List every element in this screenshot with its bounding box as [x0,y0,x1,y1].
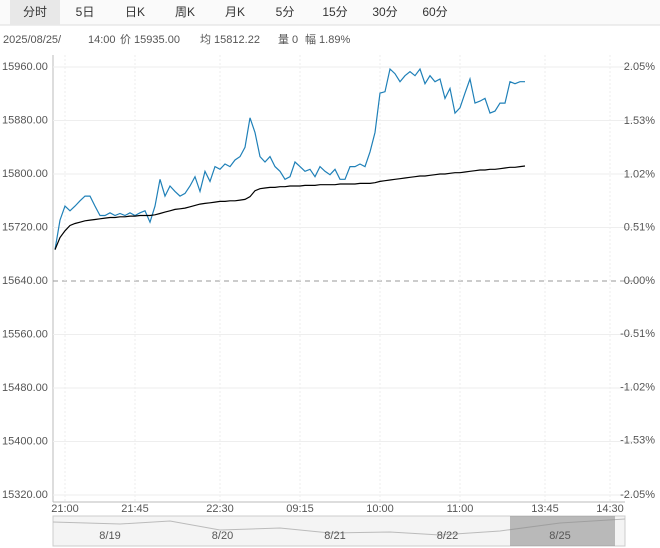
y-tick-label: 15880.00 [2,114,48,126]
tab[interactable]: 月K [225,5,245,19]
tab[interactable]: 5日 [76,5,95,19]
x-tick-label: 14:30 [596,503,624,515]
y-tick-label: 15800.00 [2,168,48,180]
y2-tick-label: 1.53% [624,115,655,127]
y2-tick-label: 0.51% [624,222,655,234]
navigator-label: 8/20 [212,530,233,542]
y2-tick-label: -0.51% [620,328,655,340]
y2-tick-label: 1.02% [624,168,655,180]
tab[interactable]: 5分 [276,5,295,19]
y2-tick-label: -2.05% [620,489,655,501]
navigator-label: 8/19 [99,530,120,542]
y2-tick-label: 0.00% [624,275,655,287]
y2-tick-label: 2.05% [624,61,655,73]
x-tick-label: 21:00 [51,503,79,515]
y-tick-label: 15640.00 [2,275,48,287]
tab-bar [0,0,660,25]
info-text: 14:00 [88,34,116,46]
info-text: 价 15935.00 [120,33,180,46]
tab[interactable]: 15分 [322,5,347,19]
y-tick-label: 15480.00 [2,382,48,394]
info-text: 幅 1.89% [305,33,350,46]
info-text: 均 15812.22 [200,33,260,46]
y-tick-label: 15320.00 [2,489,48,501]
navigator-window[interactable] [510,516,615,546]
x-tick-label: 10:00 [366,503,394,515]
y-tick-label: 15560.00 [2,328,48,340]
info-text: 2025/08/25/ [3,34,62,46]
tab[interactable]: 60分 [422,5,447,19]
y2-tick-label: -1.02% [620,381,655,393]
tab[interactable]: 周K [175,5,195,19]
y-tick-label: 15400.00 [2,435,48,447]
navigator-label: 8/21 [324,530,345,542]
tab-selected[interactable] [10,0,60,25]
navigator-label: 8/25 [549,530,570,542]
navigator-label: 8/22 [437,530,458,542]
series-line [54,67,525,250]
x-tick-label: 21:45 [121,503,149,515]
tab[interactable]: 分时 [23,5,47,19]
x-tick-label: 09:15 [286,503,314,515]
info-text: 量 0 [278,33,298,46]
x-tick-label: 22:30 [206,503,234,515]
y-tick-label: 15960.00 [2,61,48,73]
tab[interactable]: 日K [125,5,145,19]
x-tick-label: 11:00 [447,503,474,515]
series-line [54,165,526,250]
tab[interactable]: 30分 [372,5,397,19]
x-tick-label: 13:45 [531,503,559,515]
y-tick-label: 15720.00 [2,221,48,233]
y2-tick-label: -1.53% [620,435,655,447]
